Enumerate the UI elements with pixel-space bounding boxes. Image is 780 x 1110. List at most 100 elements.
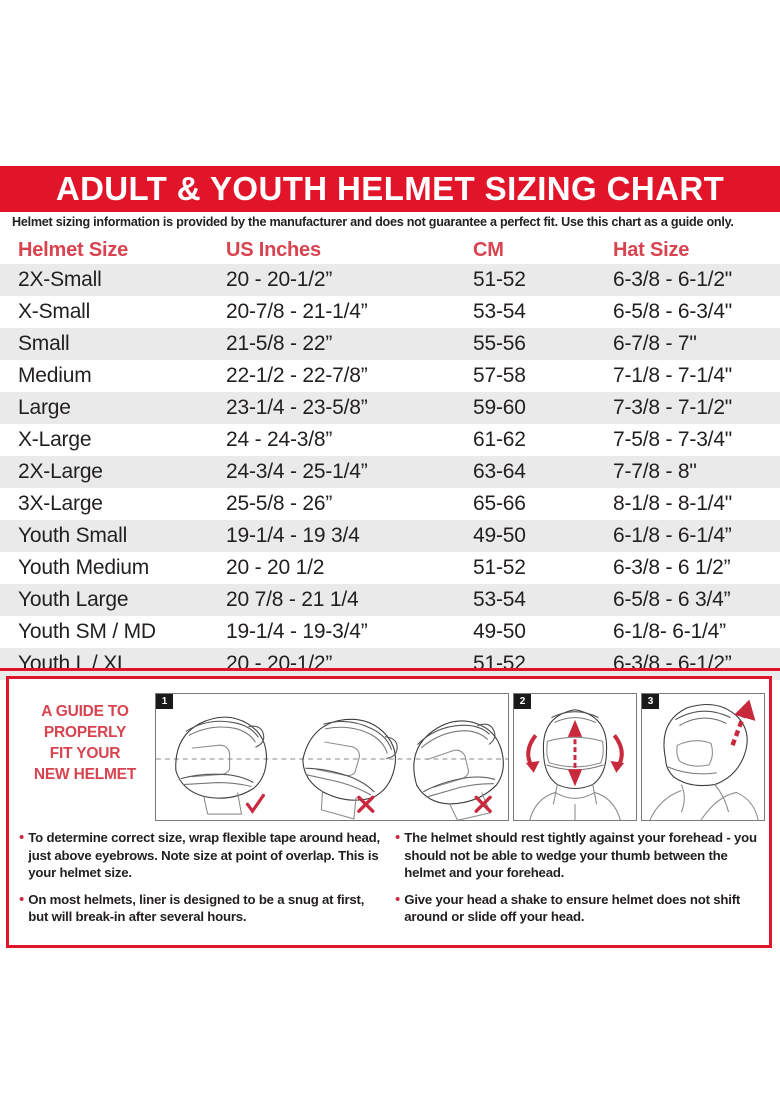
list-item: • The helmet should rest tightly against… <box>395 829 763 882</box>
table-row: Youth SM / MD 19-1/4 - 19-3/4” 49-50 6-1… <box>0 616 780 648</box>
vertical-arrow-icon <box>567 719 583 787</box>
cell-us-inches: 24-3/4 - 25-1/4” <box>226 460 368 483</box>
bullet-text: To determine correct size, wrap flexible… <box>28 830 380 880</box>
cell-hat-size: 7-5/8 - 7-3/4" <box>613 428 733 451</box>
cell-helmet-size: 2X-Large <box>18 460 103 483</box>
table-row: X-Small 20-7/8 - 21-1/4” 53-54 6-5/8 - 6… <box>0 296 780 328</box>
cross-mark-icon <box>357 795 375 813</box>
cell-hat-size: 6-3/8 - 6-1/2" <box>613 268 733 291</box>
cell-cm: 51-52 <box>473 652 526 675</box>
list-item: • To determine correct size, wrap flexib… <box>19 829 387 882</box>
bullet-dot-icon: • <box>19 829 25 846</box>
right-curved-arrow-icon <box>610 734 625 773</box>
helmet-removal-illustration <box>649 699 759 820</box>
cell-hat-size: 6-3/8 - 6 1/2” <box>613 556 731 579</box>
illustration-panel-2: 2 <box>513 693 637 821</box>
cell-hat-size: 7-3/8 - 7-1/2" <box>613 396 733 419</box>
panel-number-2: 2 <box>514 694 531 709</box>
cell-cm: 49-50 <box>473 524 526 547</box>
table-row: Youth Medium 20 - 20 1/2 51-52 6-3/8 - 6… <box>0 552 780 584</box>
illustration-panels: 1 <box>155 693 767 821</box>
bullet-text: On most helmets, liner is designed to be… <box>28 891 365 925</box>
helmet-front-fit-illustration <box>525 709 625 820</box>
guide-title-line-3: FIT YOUR <box>49 745 121 762</box>
cell-us-inches: 23-1/4 - 23-5/8” <box>226 396 368 419</box>
cell-us-inches: 20-7/8 - 21-1/4” <box>226 300 368 323</box>
cell-cm: 51-52 <box>473 268 526 291</box>
cell-helmet-size: Small <box>18 332 70 355</box>
cell-cm: 53-54 <box>473 588 526 611</box>
cell-us-inches: 20 7/8 - 21 1/4 <box>226 588 359 611</box>
column-header-us-inches: US Inches <box>226 238 321 261</box>
guide-title-line-1: A GUIDE TO <box>41 703 129 720</box>
bullet-text: Give your head a shake to ensure helmet … <box>404 891 741 925</box>
column-header-helmet-size: Helmet Size <box>18 238 129 261</box>
cell-cm: 51-52 <box>473 556 526 579</box>
cell-us-inches: 22-1/2 - 22-7/8” <box>226 364 368 387</box>
cell-hat-size: 6-1/8- 6-1/4” <box>613 620 726 643</box>
cell-helmet-size: 3X-Large <box>18 492 103 515</box>
cell-hat-size: 6-5/8 - 6-3/4" <box>613 300 733 323</box>
fitting-guide-box: A GUIDE TO PROPERLY FIT YOUR NEW HELMET … <box>6 676 772 948</box>
table-row: 2X-Large 24-3/4 - 25-1/4” 63-64 7-7/8 - … <box>0 456 780 488</box>
left-curved-arrow-icon <box>525 734 540 773</box>
helmet-profiles-illustration <box>156 716 508 820</box>
guide-title-line-4: NEW HELMET <box>33 766 137 783</box>
chart-title-band: ADULT & YOUTH HELMET SIZING CHART <box>0 166 780 212</box>
bullet-dot-icon: • <box>19 890 25 908</box>
page-title: ADULT & YOUTH HELMET SIZING CHART <box>55 170 725 207</box>
lift-arrow-icon <box>730 699 756 746</box>
cell-helmet-size: Youth L / XL <box>18 652 129 675</box>
cell-us-inches: 20 - 20-1/2” <box>226 268 333 291</box>
cross-mark-icon <box>474 795 492 813</box>
cell-us-inches: 20 - 20-1/2” <box>226 652 333 675</box>
cell-cm: 55-56 <box>473 332 526 355</box>
table-header-row: Helmet Size US Inches CM Hat Size <box>0 236 780 264</box>
cell-helmet-size: Youth Medium <box>18 556 150 579</box>
cell-hat-size: 6-1/8 - 6-1/4” <box>613 524 732 547</box>
cell-cm: 49-50 <box>473 620 526 643</box>
cell-hat-size: 7-1/8 - 7-1/4" <box>613 364 733 387</box>
guide-title: A GUIDE TO PROPERLY FIT YOUR NEW HELMET <box>15 701 155 785</box>
table-row: Youth Large 20 7/8 - 21 1/4 53-54 6-5/8 … <box>0 584 780 616</box>
table-row: 2X-Small 20 - 20-1/2” 51-52 6-3/8 - 6-1/… <box>0 264 780 296</box>
cell-hat-size: 8-1/8 - 8-1/4" <box>613 492 733 515</box>
bullet-text: The helmet should rest tightly against y… <box>404 830 757 880</box>
cell-us-inches: 20 - 20 1/2 <box>226 556 325 579</box>
table-bottom-rule <box>0 668 780 671</box>
illustration-panel-3: 3 <box>641 693 765 821</box>
cell-us-inches: 24 - 24-3/8” <box>226 428 333 451</box>
cell-cm: 65-66 <box>473 492 526 515</box>
list-item: • On most helmets, liner is designed to … <box>19 891 387 926</box>
table-row: Large 23-1/4 - 23-5/8” 59-60 7-3/8 - 7-1… <box>0 392 780 424</box>
bullet-dot-icon: • <box>395 890 401 908</box>
column-header-hat-size: Hat Size <box>613 238 690 261</box>
guide-bullet-lists: • To determine correct size, wrap flexib… <box>19 829 763 935</box>
cell-hat-size: 6-5/8 - 6 3/4” <box>613 588 731 611</box>
bullet-column-left: • To determine correct size, wrap flexib… <box>19 829 387 935</box>
guide-title-line-2: PROPERLY <box>43 724 127 741</box>
list-item: • Give your head a shake to ensure helme… <box>395 891 763 926</box>
cell-hat-size: 6-7/8 - 7" <box>613 332 697 355</box>
bullet-column-right: • The helmet should rest tightly against… <box>395 829 763 935</box>
cell-cm: 61-62 <box>473 428 526 451</box>
table-row: Small 21-5/8 - 22” 55-56 6-7/8 - 7" <box>0 328 780 360</box>
bullet-dot-icon: • <box>395 829 401 846</box>
cell-helmet-size: Youth Small <box>18 524 128 547</box>
table-row: Youth Small 19-1/4 - 19 3/4 49-50 6-1/8 … <box>0 520 780 552</box>
cell-us-inches: 19-1/4 - 19 3/4 <box>226 524 360 547</box>
cell-us-inches: 19-1/4 - 19-3/4” <box>226 620 368 643</box>
cell-cm: 53-54 <box>473 300 526 323</box>
cell-cm: 57-58 <box>473 364 526 387</box>
table-row: 3X-Large 25-5/8 - 26” 65-66 8-1/8 - 8-1/… <box>0 488 780 520</box>
cell-helmet-size: X-Large <box>18 428 92 451</box>
table-row: X-Large 24 - 24-3/8” 61-62 7-5/8 - 7-3/4… <box>0 424 780 456</box>
sizing-table: Helmet Size US Inches CM Hat Size 2X-Sma… <box>0 236 780 680</box>
illustration-panel-1: 1 <box>155 693 509 821</box>
cell-helmet-size: X-Small <box>18 300 91 323</box>
panel-number-3: 3 <box>642 694 659 709</box>
cell-us-inches: 21-5/8 - 22” <box>226 332 333 355</box>
cell-hat-size: 6-3/8 - 6-1/2” <box>613 652 732 675</box>
column-header-cm: CM <box>473 238 504 261</box>
